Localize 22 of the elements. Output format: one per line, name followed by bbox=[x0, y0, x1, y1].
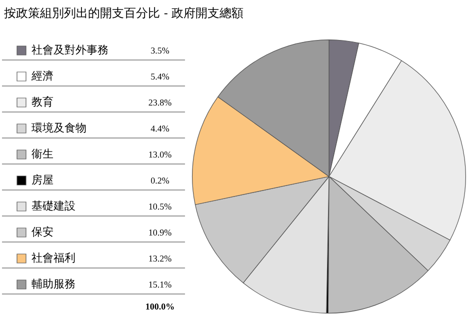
legend-label: 經濟 bbox=[30, 69, 54, 82]
data-label: 15.1% bbox=[148, 280, 172, 290]
data-label: 3.5% bbox=[150, 46, 170, 56]
legend-label: 房屋 bbox=[32, 173, 54, 186]
data-label: 10.5% bbox=[148, 202, 172, 212]
chart-title: 按政策組別列出的開支百分比 - 政府開支總額 bbox=[4, 6, 244, 20]
legend-label: 衞生 bbox=[32, 147, 54, 160]
data-label: 13.0% bbox=[148, 150, 172, 160]
legend-label: 基礎建設 bbox=[32, 199, 76, 212]
data-label: 13.2% bbox=[148, 254, 172, 264]
data-label: 23.8% bbox=[148, 98, 172, 108]
legend-label: 社會及對外事務 bbox=[32, 43, 108, 56]
data-label: 10.9% bbox=[148, 228, 172, 238]
legend-label: 教育 bbox=[32, 95, 54, 108]
data-label: 0.2% bbox=[150, 176, 170, 186]
legend-label: 環境及食物 bbox=[32, 121, 86, 134]
text: 100.0% bbox=[145, 302, 175, 312]
legend-label: 保安 bbox=[32, 225, 54, 238]
legend-label: 社會福利 bbox=[32, 251, 76, 264]
legend-label: 輔助服務 bbox=[32, 277, 76, 290]
data-label: 4.4% bbox=[150, 124, 170, 134]
data-label: 5.4% bbox=[150, 72, 170, 82]
